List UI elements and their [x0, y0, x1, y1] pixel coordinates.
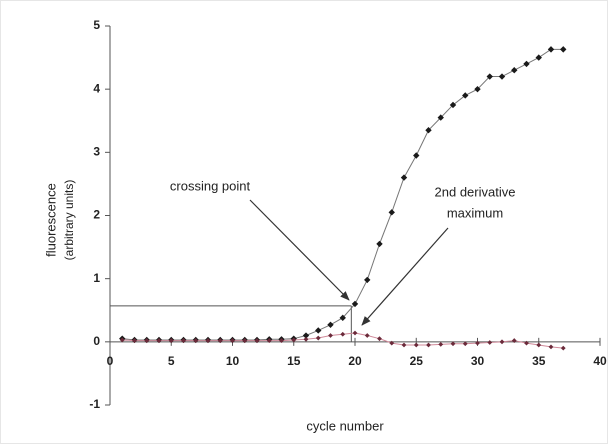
data-point	[498, 73, 506, 80]
data-point	[487, 340, 493, 345]
data-point	[401, 342, 407, 348]
data-point	[376, 240, 383, 248]
data-point	[119, 337, 125, 343]
data-point	[315, 327, 322, 334]
y-tick-label: 3	[93, 145, 100, 159]
data-point	[511, 67, 518, 74]
data-point	[400, 174, 408, 181]
annotation-arrow	[361, 227, 449, 326]
data-point	[279, 338, 284, 343]
data-point	[547, 46, 555, 53]
data-point	[560, 345, 566, 351]
x-tick-label: 15	[287, 354, 301, 368]
y-tick-label: 1	[93, 271, 100, 285]
y-tick-label: 0	[93, 334, 100, 348]
data-point	[535, 54, 542, 61]
x-tick-label: 0	[107, 354, 114, 368]
data-point	[132, 338, 137, 343]
data-point	[560, 46, 567, 53]
data-point	[511, 338, 517, 343]
annotation-arrow	[249, 199, 350, 301]
data-point	[302, 332, 310, 339]
data-point	[193, 338, 199, 343]
y-tick-label: 5	[93, 18, 100, 32]
data-point	[426, 342, 431, 348]
data-point	[230, 338, 235, 343]
data-point	[548, 344, 554, 350]
data-point	[340, 331, 346, 337]
x-tick-label: 40	[593, 354, 607, 368]
data-point	[475, 340, 480, 346]
annotation: maximum	[447, 205, 503, 220]
data-point	[499, 339, 505, 345]
x-tick-label: 35	[532, 354, 546, 368]
data-point	[217, 338, 223, 343]
data-point	[315, 335, 321, 341]
data-point	[364, 333, 370, 338]
data-point	[242, 338, 248, 343]
data-point	[352, 330, 358, 336]
data-point	[438, 341, 444, 347]
data-point	[303, 336, 309, 342]
annotation: crossing point	[170, 178, 251, 193]
data-point	[377, 336, 382, 342]
data-point	[266, 338, 272, 343]
data-point	[291, 337, 297, 343]
data-point	[437, 114, 444, 121]
data-point	[524, 340, 529, 346]
data-point	[351, 300, 359, 308]
x-tick-label: 25	[410, 354, 424, 368]
x-tick-label: 10	[226, 354, 240, 368]
data-point	[450, 341, 456, 347]
data-point	[523, 60, 530, 68]
y-tick-label: 2	[93, 208, 100, 222]
x-tick-label: 5	[168, 354, 175, 368]
x-axis-label: cycle number	[306, 418, 384, 433]
y-tick-label: 4	[93, 81, 100, 95]
data-point	[449, 101, 457, 109]
y-tick-label: -1	[89, 397, 100, 411]
data-point	[168, 338, 174, 343]
data-point	[388, 209, 395, 216]
data-point	[425, 127, 432, 134]
data-point	[389, 340, 395, 346]
data-point	[413, 342, 419, 348]
x-tick-label: 20	[348, 354, 362, 368]
data-point	[462, 92, 469, 99]
x-tick-label: 30	[471, 354, 485, 368]
data-point	[156, 338, 162, 343]
data-point	[413, 152, 420, 159]
data-point	[364, 276, 371, 284]
data-point	[254, 338, 260, 343]
data-point	[462, 341, 468, 347]
data-point	[339, 314, 346, 322]
data-point	[536, 342, 542, 348]
data-point	[474, 85, 481, 93]
data-point	[328, 333, 333, 338]
y-axis-label: fluorescence	[43, 183, 58, 257]
data-point	[181, 338, 186, 343]
data-point	[144, 338, 150, 343]
data-point	[205, 338, 211, 343]
data-point	[486, 73, 493, 80]
y-axis-sublabel: (arbitrary units)	[62, 180, 76, 261]
annotation: 2nd derivative	[435, 184, 516, 199]
data-point	[327, 321, 334, 328]
